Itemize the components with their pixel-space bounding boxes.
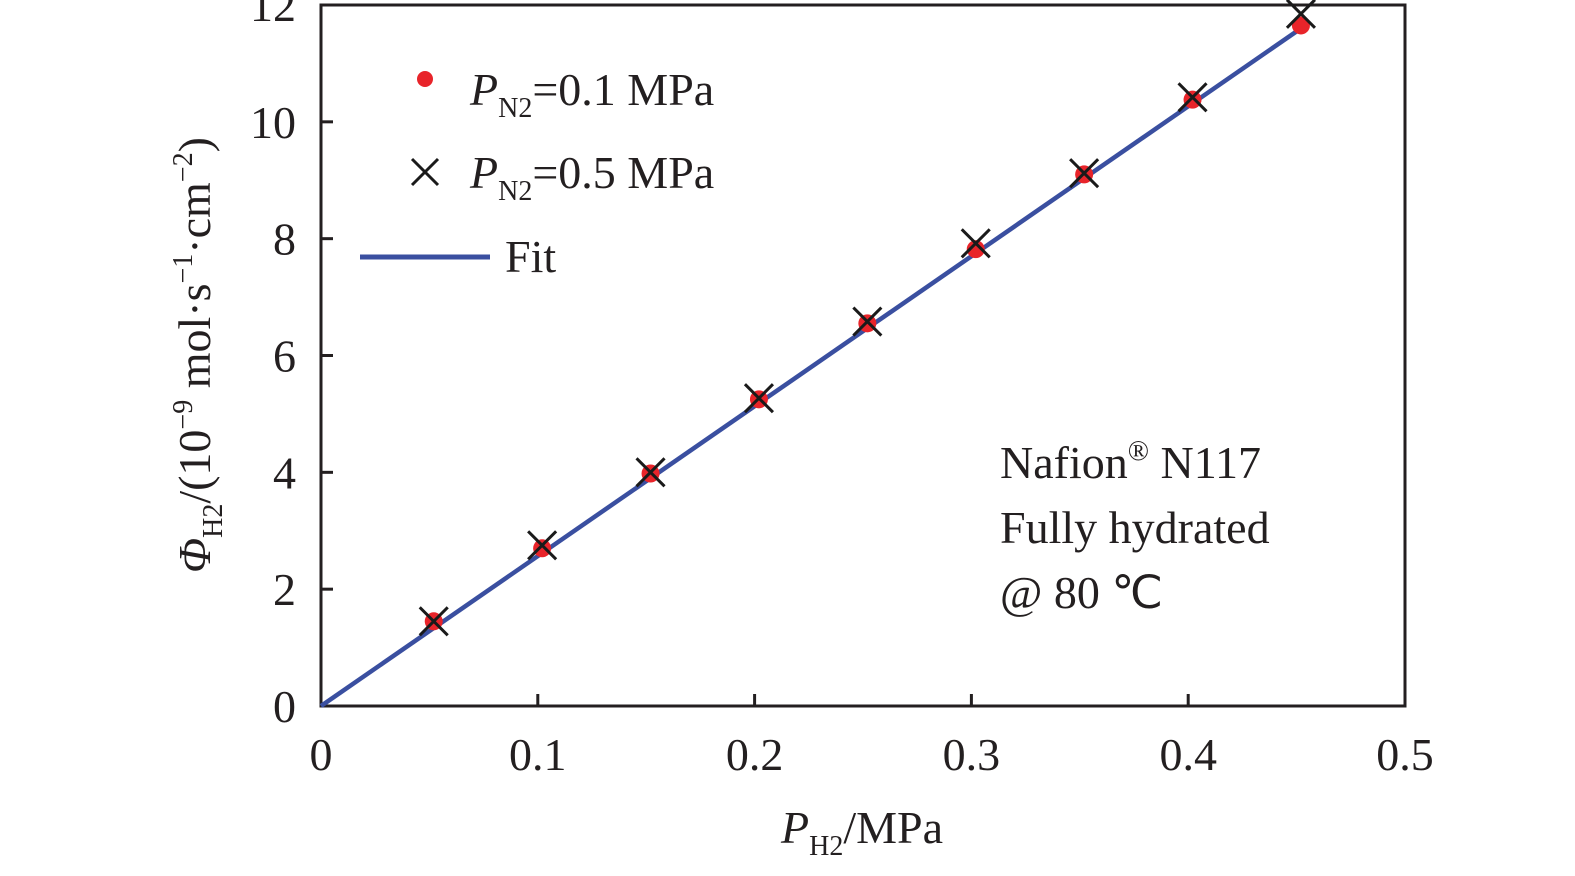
y-tick-label: 2 bbox=[273, 564, 296, 615]
annotation-line-2: Fully hydrated bbox=[1000, 502, 1270, 553]
data-point-0.1mpa bbox=[1183, 90, 1202, 109]
annotation: Nafion® N117 Fully hydrated @ 80 ℃ bbox=[1000, 436, 1270, 618]
legend-label-series-2: PN2=0.5 MPa bbox=[469, 147, 714, 207]
y-tick-label: 6 bbox=[273, 331, 296, 382]
y-tick-label: 4 bbox=[273, 447, 296, 498]
y-axis-label: ΦH2/(10−9 mol·s−1·cm−2) bbox=[168, 137, 229, 573]
x-tick-label: 0 bbox=[310, 729, 333, 780]
axis-tick-labels: 0 0.1 0.2 0.3 0.4 0.5 0 2 4 6 8 10 12 bbox=[250, 0, 1434, 780]
fit-line bbox=[319, 26, 1303, 708]
legend-marker-cross bbox=[410, 157, 440, 187]
data-point-0.5mpa bbox=[527, 530, 558, 561]
annotation-line-1: Nafion® N117 bbox=[1000, 436, 1261, 488]
data-point-0.5mpa bbox=[418, 606, 449, 637]
axis-ticks bbox=[321, 3, 1190, 706]
legend-marker-dot bbox=[417, 71, 433, 87]
data-point-0.5mpa bbox=[1177, 82, 1208, 113]
data-point-0.5mpa bbox=[960, 228, 991, 259]
data-point-0.1mpa bbox=[533, 539, 552, 558]
annotation-line-3: @ 80 ℃ bbox=[1000, 567, 1163, 618]
legend-label-series-1: PN2=0.1 MPa bbox=[469, 64, 714, 124]
data-point-0.5mpa bbox=[1069, 158, 1100, 189]
data-point-0.5mpa bbox=[852, 306, 883, 337]
y-tick-label: 8 bbox=[273, 214, 296, 265]
x-tick-label: 0.2 bbox=[726, 729, 784, 780]
legend: PN2=0.1 MPa PN2=0.5 MPa Fit bbox=[360, 64, 714, 282]
x-axis-label: PH2/MPa bbox=[780, 802, 943, 862]
data-point-0.5mpa bbox=[743, 383, 774, 414]
x-tick-label: 0.3 bbox=[943, 729, 1001, 780]
data-point-0.5mpa bbox=[1285, 0, 1316, 29]
y-tick-label: 12 bbox=[250, 0, 296, 31]
y-tick-label: 10 bbox=[250, 97, 296, 148]
x-tick-label: 0.5 bbox=[1376, 729, 1434, 780]
data-point-0.1mpa bbox=[966, 240, 985, 259]
legend-label-fit: Fit bbox=[505, 231, 556, 282]
series-layer bbox=[319, 0, 1316, 708]
y-tick-label: 0 bbox=[273, 681, 296, 732]
x-tick-label: 0.1 bbox=[509, 729, 567, 780]
data-point-0.5mpa bbox=[635, 457, 666, 488]
x-tick-label: 0.4 bbox=[1159, 729, 1217, 780]
data-point-0.1mpa bbox=[1291, 16, 1310, 35]
